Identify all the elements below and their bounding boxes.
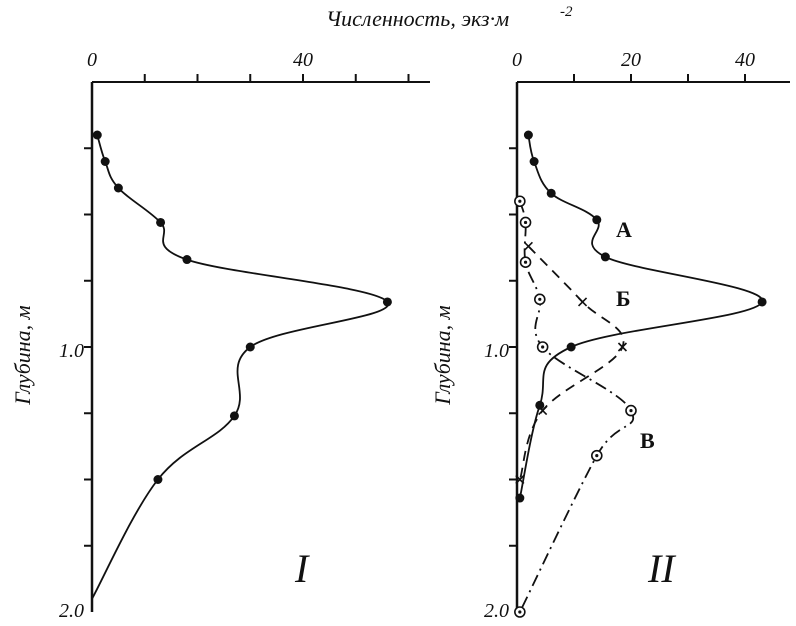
data-point-dot — [100, 157, 110, 166]
data-point-circle-dot — [514, 606, 526, 618]
panel-1-label: I — [294, 546, 310, 591]
data-point-dot — [529, 157, 539, 166]
panel-2-label: II — [647, 546, 676, 591]
panel-2-ytick-1: 1.0 — [484, 340, 509, 362]
data-point-dot — [566, 342, 576, 352]
data-point-dot — [757, 297, 767, 307]
panel-2-xtick-40: 40 — [735, 49, 755, 71]
data-point-circle-dot — [625, 404, 637, 417]
data-point-dot — [156, 217, 166, 227]
panel-1-ytick-1: 1.0 — [59, 340, 84, 362]
data-point-cross — [577, 297, 588, 307]
data-point-circle-dot — [536, 341, 549, 353]
data-point-cross — [523, 241, 533, 251]
series-label-b: Б — [616, 286, 631, 311]
data-point-circle-dot — [533, 293, 546, 306]
series-label-a: А — [616, 217, 632, 242]
data-point-dot — [600, 252, 610, 262]
panel-2-ytick-2: 2.0 — [484, 600, 509, 622]
data-point-dot — [229, 411, 239, 421]
data-point-circle-dot — [519, 256, 532, 269]
data-point-cross — [617, 342, 628, 352]
panel-1-xtick-0: 0 — [87, 49, 97, 71]
series-line-1-1 — [519, 245, 625, 480]
data-point-circle-dot — [514, 195, 526, 208]
data-point-dot — [92, 130, 102, 140]
panel-1-ylabel: Глубина, м — [10, 305, 35, 405]
series-line-1-0 — [519, 134, 763, 499]
data-point-dot — [592, 215, 602, 225]
panel-2: 0 20 40 1.0 2.0 А Б В II — [484, 49, 790, 622]
panel-1-ytick-2: 2.0 — [59, 600, 84, 622]
series-line-0-0 — [91, 134, 389, 600]
data-point-dot — [245, 342, 255, 352]
panel-2-xtick-0: 0 — [512, 49, 522, 71]
data-point-dot — [535, 400, 545, 410]
data-point-cross — [515, 474, 525, 485]
top-axis-title: Численность, экз·м — [326, 6, 509, 31]
data-point-dot — [515, 493, 525, 503]
data-point-cross — [538, 406, 548, 416]
panel-2-ylabel: Глубина, м — [430, 305, 455, 405]
data-point-dot — [523, 130, 533, 140]
data-point-dot — [113, 183, 123, 193]
top-axis-exponent: -2 — [560, 4, 573, 20]
data-point-dot — [546, 188, 556, 198]
data-point-circle-dot — [519, 216, 532, 229]
series-label-v: В — [640, 428, 655, 453]
data-point-dot — [382, 297, 392, 307]
panel-1-xtick-40: 40 — [293, 49, 313, 71]
data-point-dot — [153, 475, 163, 484]
panel-2-xtick-20: 20 — [621, 49, 641, 71]
data-point-circle-dot — [590, 449, 603, 462]
data-point-dot — [182, 255, 192, 265]
panel-1: 0 40 1.0 2.0 I — [59, 49, 430, 622]
